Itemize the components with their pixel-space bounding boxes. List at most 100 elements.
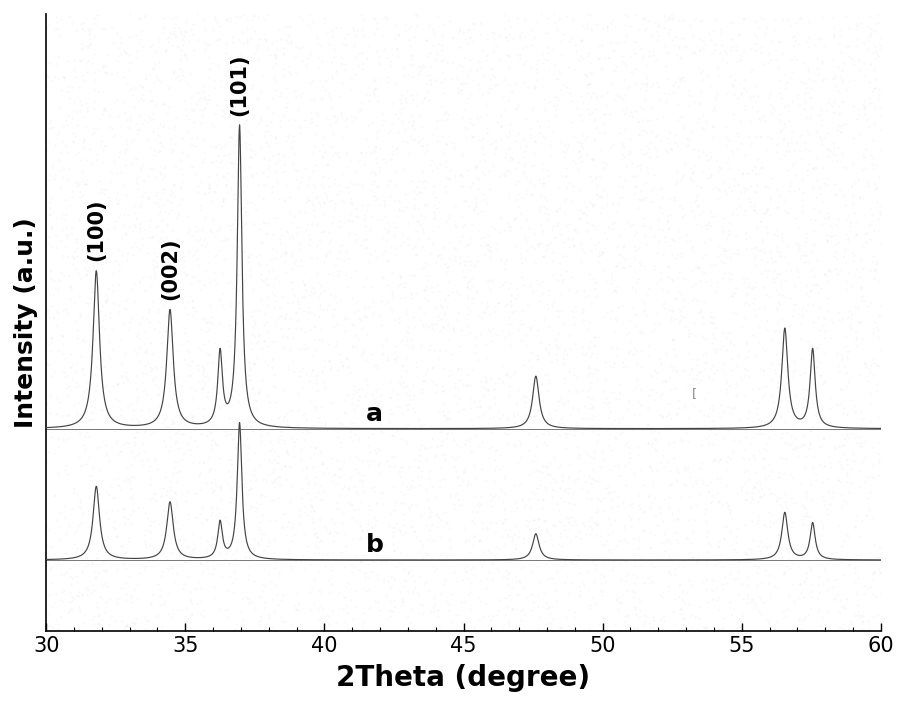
Point (442, 164, 457, 176)
Point (424, 61, 439, 73)
Point (670, 98, 685, 109)
Point (441, 277, 456, 288)
Point (403, 484, 418, 495)
Point (331, 364, 345, 376)
Point (694, 304, 708, 316)
Point (313, 536, 328, 547)
Point (628, 78, 643, 90)
Point (588, 598, 603, 609)
Point (596, 559, 610, 570)
Point (162, 445, 176, 457)
Point (292, 424, 307, 435)
Point (68, 570, 83, 582)
Point (136, 385, 151, 397)
Point (671, 513, 686, 525)
Point (248, 447, 262, 458)
Point (340, 253, 355, 264)
Point (419, 319, 434, 330)
Point (778, 488, 793, 499)
Point (196, 456, 211, 467)
Point (618, 107, 633, 118)
Point (716, 533, 731, 544)
Point (388, 194, 402, 205)
Point (222, 428, 237, 439)
Point (46, 174, 61, 185)
Point (73, 460, 87, 472)
Point (123, 84, 137, 95)
Point (397, 581, 411, 592)
Point (419, 484, 433, 495)
Point (166, 513, 181, 525)
Point (487, 549, 501, 561)
Point (78, 551, 93, 563)
Point (832, 366, 846, 378)
Point (492, 373, 507, 384)
Point (710, 63, 725, 74)
Point (115, 551, 130, 562)
Point (231, 397, 245, 408)
Point (351, 313, 366, 324)
Point (846, 190, 861, 201)
Point (566, 558, 580, 570)
Point (96, 23, 111, 35)
Point (253, 490, 268, 501)
Point (552, 85, 567, 96)
Point (688, 260, 703, 271)
Point (792, 242, 806, 253)
Point (620, 347, 635, 359)
Point (218, 173, 232, 184)
Point (655, 191, 669, 203)
Point (480, 384, 495, 395)
Point (737, 186, 752, 197)
Point (873, 40, 887, 51)
Point (144, 561, 159, 573)
Point (163, 270, 177, 281)
Point (821, 265, 835, 277)
Point (784, 20, 798, 32)
Point (617, 36, 631, 47)
Point (762, 618, 776, 630)
Point (745, 383, 760, 395)
Point (628, 381, 643, 393)
Point (385, 407, 400, 419)
Point (84, 214, 98, 225)
Point (291, 104, 305, 116)
Point (739, 431, 754, 443)
Point (212, 508, 226, 519)
Point (252, 525, 266, 536)
Point (113, 146, 127, 157)
Point (413, 339, 428, 350)
Point (578, 201, 593, 213)
Point (233, 58, 248, 69)
Point (656, 249, 670, 260)
Point (273, 33, 288, 44)
Point (159, 232, 173, 243)
Point (178, 49, 192, 60)
Point (588, 91, 603, 102)
Point (465, 515, 479, 527)
Point (518, 409, 533, 421)
Point (554, 459, 568, 470)
Point (151, 518, 165, 530)
Point (427, 592, 441, 603)
Point (208, 15, 222, 26)
Point (801, 510, 815, 522)
Point (219, 585, 233, 596)
Point (461, 475, 476, 486)
Point (685, 205, 699, 216)
Point (809, 162, 824, 173)
Point (575, 140, 589, 152)
Point (517, 533, 531, 544)
Point (726, 340, 741, 351)
Point (223, 459, 238, 470)
Point (716, 406, 731, 417)
Point (361, 95, 376, 107)
Point (225, 391, 240, 402)
Point (566, 180, 580, 191)
Point (508, 538, 523, 549)
Point (561, 241, 576, 252)
Point (338, 325, 352, 337)
Point (175, 429, 190, 440)
Point (766, 276, 781, 287)
Point (147, 262, 162, 273)
